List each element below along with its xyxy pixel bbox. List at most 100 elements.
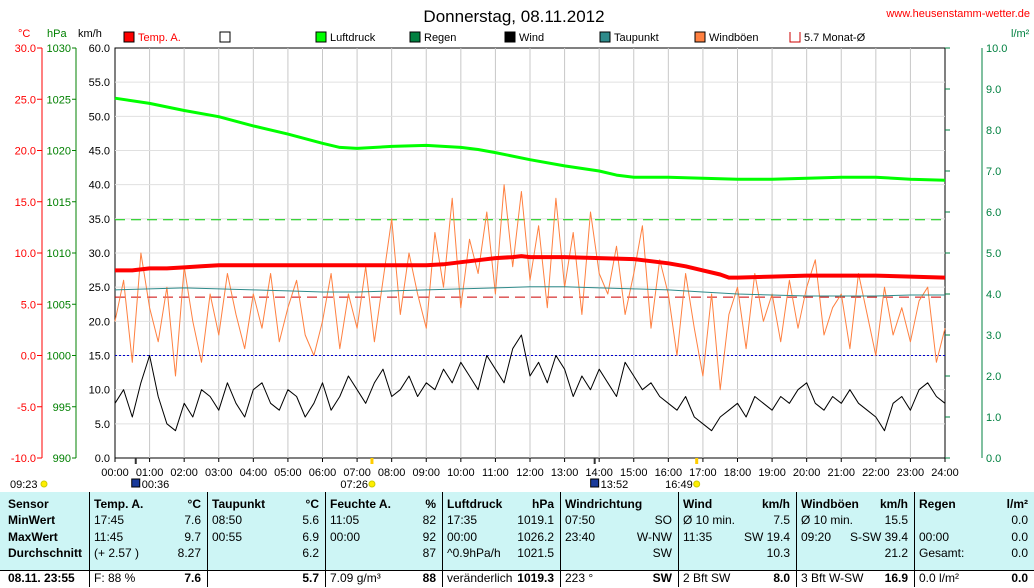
- boeen-row: 09:20 S-SW 39.4: [801, 530, 908, 546]
- temp-header-value: °C: [187, 497, 201, 511]
- rain-tick: 10.0: [986, 43, 1007, 55]
- boeen-row: Ø 10 min. 15.5: [801, 513, 908, 529]
- legend-swatch: [789, 32, 801, 43]
- wind-tick: 20.0: [89, 316, 110, 328]
- feuchte-row-label: 11:05: [330, 513, 360, 527]
- temp-current-row-value: 7.6: [184, 571, 201, 585]
- last-date: 08.11. 23:55: [8, 571, 75, 585]
- temp-tick: -10.0: [11, 453, 36, 465]
- temp-row: (+ 2.57 ) 8.27: [94, 546, 201, 562]
- press-tick: 1005: [47, 299, 71, 311]
- press-unit-label: hPa: [47, 28, 67, 40]
- luftdruck-row: 00:00 1026.2: [447, 530, 554, 546]
- feuchte-row: 87: [330, 546, 436, 562]
- time-tick: 02:00: [170, 467, 198, 479]
- luftdruck-header-label: Luftdruck: [447, 497, 503, 511]
- chart-legend: Temp. A. Luftdruck Regen Wind Taupunkt Windbö…: [123, 31, 866, 44]
- windrichtung-row-label: 07:50: [565, 513, 596, 527]
- temp-row-value: 9.7: [184, 530, 201, 544]
- wind-header-value: km/h: [761, 497, 790, 511]
- press-tick: 1000: [47, 351, 71, 363]
- time-tick: 03:00: [205, 467, 233, 479]
- time-tick: 10:00: [447, 467, 475, 479]
- wind-header-label: Wind: [683, 497, 713, 511]
- weather-chart: Donnerstag, 08.11.2012 www.heusenstamm-w…: [10, 7, 1030, 491]
- boeen-current-row: 3 Bft W-SW 16.9: [801, 571, 908, 587]
- max-label: MaxWert: [8, 530, 58, 544]
- legend-label: 5.7 Monat-Ø: [804, 32, 866, 44]
- feuchte-current: 7.09 g/m³ 88: [326, 570, 442, 588]
- time-tick: 09:00: [412, 467, 440, 479]
- luftdruck-row: ^0.9hPa/h 1021.5: [447, 546, 554, 562]
- temp-tick: 30.0: [15, 43, 36, 55]
- boeen-row-value: 21.2: [884, 546, 908, 560]
- site-url: www.heusenstamm-wetter.de: [885, 8, 1030, 20]
- feuchte-row-value: 82: [422, 513, 436, 527]
- time-tick: 00:00: [101, 467, 129, 479]
- time-tick: 21:00: [827, 467, 855, 479]
- windrichtung-row: SW: [565, 546, 672, 562]
- luftdruck-current-row-label: veränderlich: [447, 571, 513, 585]
- wind-current: 2 Bft SW 8.0: [679, 570, 796, 588]
- regen-header: Regen l/m²: [919, 497, 1028, 513]
- wind-tick: 15.0: [89, 351, 110, 363]
- sun-icon: [693, 480, 701, 488]
- wind-tick: 0.0: [95, 453, 110, 465]
- temp-current-row-label: F: 88 %: [94, 571, 136, 585]
- regen-row-value: 0.0: [1011, 513, 1028, 527]
- chart-title: Donnerstag, 08.11.2012: [423, 7, 604, 26]
- time-tick: 05:00: [274, 467, 302, 479]
- legend-swatch: [504, 31, 516, 43]
- wind-tick: 10.0: [89, 385, 110, 397]
- min-label: MinWert: [8, 513, 56, 527]
- regen-row-value: 0.0: [1011, 530, 1028, 544]
- taupunkt-row: 08:50 5.6: [212, 513, 319, 529]
- windrichtung-row: 23:40 W-NW: [565, 530, 672, 546]
- wind-tick: 40.0: [89, 180, 110, 192]
- feuchte-row-value: 87: [422, 546, 436, 560]
- press-tick: 1015: [47, 197, 71, 209]
- taupunkt-current-row: 5.7: [212, 571, 319, 587]
- taupunkt-current-row-value: 5.7: [302, 571, 319, 585]
- column-temp: Temp. A. °C 17:45 7.6 11:45 9.7 (+ 2.57 ) 8.27 F…: [89, 492, 207, 588]
- time-tick: 14:00: [585, 467, 613, 479]
- luftdruck-row: 17:35 1019.1: [447, 513, 554, 529]
- windrichtung-row-value: W-NW: [636, 530, 672, 544]
- rain-tick: 7.0: [986, 166, 1001, 178]
- luftdruck-row-value: 1021.5: [517, 546, 554, 560]
- wind-current-row-value: 8.0: [773, 571, 790, 585]
- temp-header-label: Temp. A.: [94, 497, 144, 511]
- moon-icon: [131, 478, 141, 488]
- temp-tick: 5.0: [21, 299, 36, 311]
- temp-current: F: 88 % 7.6: [90, 570, 207, 588]
- time-tick: 22:00: [862, 467, 890, 479]
- chart-axes: 30.0 25.0 20.0 15.0 10.0 5.0 0.0 -5.0 -10.0 1030 1…: [11, 43, 1008, 479]
- time-tick: 08:00: [378, 467, 406, 479]
- sun-time: 07:26: [340, 479, 368, 491]
- temp-current-row: F: 88 % 7.6: [94, 571, 201, 587]
- boeen-row-value: 15.5: [884, 513, 908, 527]
- feuchte-row: 00:00 92: [330, 530, 436, 546]
- sensor-column: Sensor MinWert MaxWert Durchschnitt 08.1…: [0, 492, 89, 588]
- wind-tick: 35.0: [89, 214, 110, 226]
- column-luftdruck: Luftdruck hPa 17:35 1019.1 00:00 1026.2 ^0.9hP…: [442, 492, 560, 588]
- wind-header: Wind km/h: [683, 497, 790, 513]
- rain-tick: 3.0: [986, 330, 1001, 342]
- regen-current: 0.0 l/m² 0.0: [915, 570, 1034, 588]
- temp-row: 11:45 9.7: [94, 530, 201, 546]
- boeen-row-value: S-SW 39.4: [849, 530, 908, 544]
- rain-unit-label: l/m²: [1011, 28, 1030, 40]
- boeen-row-label: Ø 10 min.: [801, 513, 854, 527]
- time-tick: 15:00: [620, 467, 648, 479]
- sun-icon-left: [40, 480, 48, 488]
- temp-row-value: 7.6: [184, 513, 201, 527]
- regen-row-label: 00:00: [919, 530, 950, 544]
- regen-row: 0.0: [919, 513, 1028, 529]
- regen-row: Gesamt: 0.0: [919, 546, 1028, 562]
- boeen-current-row-label: 3 Bft W-SW: [801, 571, 864, 585]
- press-tick: 1025: [47, 94, 71, 106]
- feuchte-header-label: Feuchte A.: [330, 497, 391, 511]
- temp-tick: 10.0: [15, 248, 36, 260]
- rain-tick: 5.0: [986, 248, 1001, 260]
- rain-tick: 6.0: [986, 207, 1001, 219]
